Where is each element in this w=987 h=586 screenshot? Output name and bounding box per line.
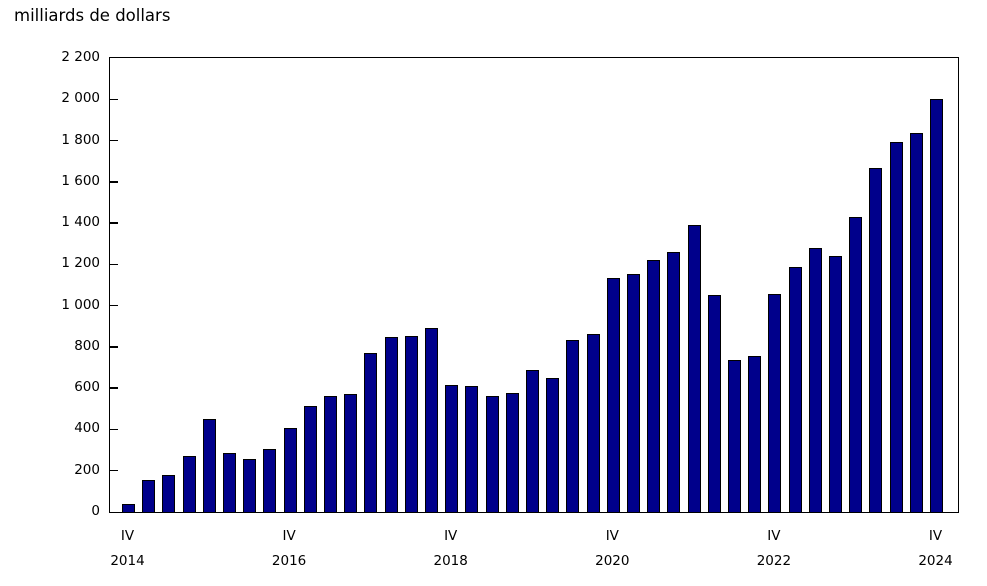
y-tick-mark (110, 304, 118, 307)
quarter-label: IV (120, 528, 135, 544)
bar-I-2022 (707, 295, 721, 512)
y-tick-label: 1 400 (61, 214, 100, 231)
y-tick-label: 1 000 (61, 296, 100, 313)
y-tick-mark (110, 428, 118, 431)
year-label: 2018 (433, 553, 468, 569)
bar-IV-2014 (122, 504, 135, 512)
plot-area (109, 57, 959, 513)
quarter-label: IV (282, 528, 296, 544)
bar-IV-2023 (849, 216, 863, 512)
y-tick-label: 800 (74, 337, 100, 354)
bar-III-2018 (425, 328, 438, 512)
y-tick-label: 0 (91, 503, 100, 519)
bar-III-2021 (667, 251, 681, 512)
y-tick-label: 2 200 (61, 49, 100, 65)
bar-I-2020 (546, 377, 560, 512)
x-tick-label-2014: IV 2014 (92, 524, 164, 574)
y-tick-mark (110, 181, 118, 183)
bar-III-2016 (263, 449, 277, 512)
bar-II-2019 (485, 396, 499, 512)
bar-III-2024 (909, 133, 923, 512)
year-label: 2024 (918, 553, 953, 569)
bar-IV-2019 (526, 369, 539, 512)
bar-II-2023 (808, 247, 822, 512)
x-axis: IV 2014 IV 2016 IV 2018 IV 2020 IV 2022 IV 2024 (109, 524, 957, 580)
bar-II-2018 (404, 335, 418, 512)
x-tick-label-2022: IV 2022 (738, 524, 810, 574)
bar-IV-2016 (283, 428, 297, 512)
y-tick-mark (110, 469, 118, 472)
year-label: 2014 (110, 553, 145, 569)
bar-II-2021 (647, 260, 661, 512)
quarter-label: IV (928, 528, 943, 544)
year-label: 2022 (756, 553, 792, 569)
y-tick-label: 1 600 (61, 172, 100, 189)
bar-IV-2024 (930, 99, 943, 512)
y-tick-label: 2 000 (61, 90, 100, 107)
y-tick-label: 600 (74, 379, 100, 396)
bar-II-2022 (728, 360, 741, 512)
bar-III-2017 (344, 394, 358, 512)
bar-II-2024 (889, 141, 903, 512)
y-tick-mark (110, 139, 118, 142)
chart-unit-title: milliards de dollars (14, 6, 171, 25)
bar-I-2019 (465, 386, 479, 512)
quarter-label: IV (444, 528, 458, 544)
x-tick-label-2020: IV 2020 (576, 524, 648, 574)
y-tick-mark (110, 222, 118, 224)
bar-IV-2020 (606, 277, 620, 512)
bar-III-2020 (586, 333, 600, 512)
y-tick-label: 1 800 (61, 131, 100, 148)
x-tick-label-2024: IV 2024 (900, 524, 972, 574)
quarter-label: IV (605, 528, 619, 544)
x-tick-label-2016: IV 2016 (253, 524, 325, 574)
bar-II-2016 (243, 459, 257, 512)
quarter-label: IV (767, 528, 781, 544)
year-label: 2020 (595, 553, 630, 569)
y-tick-mark (110, 98, 118, 101)
y-tick-mark (110, 263, 118, 266)
bar-III-2019 (505, 393, 519, 512)
y-tick-label: 200 (74, 461, 100, 478)
bar-I-2021 (627, 273, 640, 512)
bar-III-2015 (182, 456, 196, 512)
x-tick-label-2018: IV 2018 (415, 524, 487, 574)
y-tick-mark (110, 387, 118, 389)
bar-II-2017 (324, 396, 337, 512)
bar-IV-2022 (768, 294, 782, 512)
bar-I-2018 (384, 336, 398, 512)
y-tick-label: 1 200 (61, 255, 100, 272)
bar-IV-2017 (364, 353, 378, 512)
bar-I-2016 (223, 453, 236, 512)
bar-I-2015 (142, 480, 156, 512)
bar-II-2015 (162, 474, 176, 512)
y-tick-label: 400 (74, 420, 100, 437)
bar-IV-2018 (445, 385, 459, 512)
bar-I-2024 (869, 168, 883, 512)
bar-I-2017 (303, 405, 317, 512)
year-label: 2016 (271, 553, 307, 569)
bar-III-2023 (829, 256, 842, 512)
bar-IV-2021 (687, 225, 701, 512)
bar-I-2023 (788, 267, 802, 512)
y-tick-mark (110, 346, 118, 348)
bar-IV-2015 (202, 419, 216, 512)
bar-III-2022 (748, 356, 762, 512)
bar-II-2020 (566, 339, 580, 512)
y-axis: 0 200 400 600 800 1 000 1 200 1 400 1 600 1 800 2 … (0, 49, 100, 519)
